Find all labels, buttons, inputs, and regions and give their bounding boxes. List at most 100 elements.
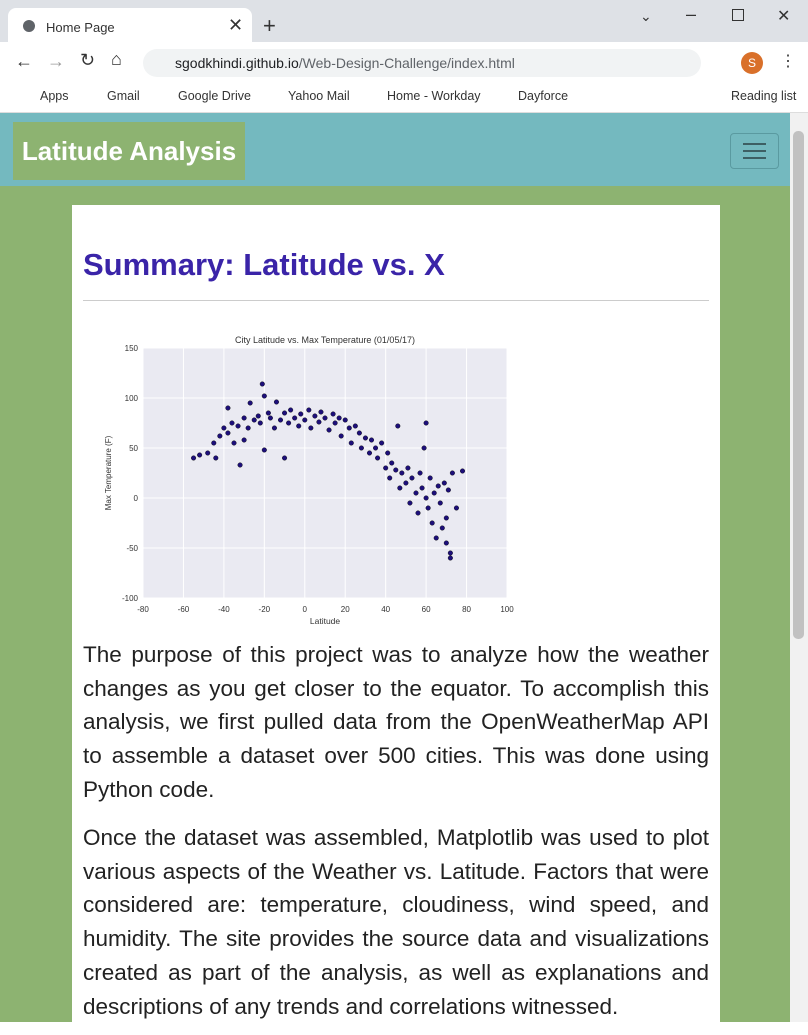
menu[interactable]: ⋮	[780, 53, 796, 70]
point	[211, 440, 217, 446]
reading-list[interactable]: Reading list	[731, 89, 797, 103]
point	[247, 400, 253, 406]
divider	[83, 300, 709, 301]
point	[308, 425, 314, 431]
point	[288, 407, 294, 413]
x-tick-label: 0	[303, 605, 308, 614]
navbar: Latitude Analysis	[0, 113, 790, 186]
point	[460, 468, 466, 474]
point	[225, 430, 231, 436]
paragraph: The purpose of this project was to analy…	[83, 642, 709, 802]
x-tick-label: -80	[137, 605, 149, 614]
point	[379, 440, 385, 446]
forward[interactable]: →	[47, 51, 65, 71]
y-tick-label: 0	[134, 494, 139, 503]
point	[298, 411, 304, 417]
point	[251, 417, 257, 423]
point	[278, 417, 284, 423]
point	[417, 470, 423, 476]
point	[443, 540, 449, 546]
point	[330, 411, 336, 417]
x-axis-label: Latitude	[310, 616, 341, 626]
bookmark[interactable]: Apps	[40, 89, 69, 103]
point	[217, 433, 223, 439]
point	[346, 425, 352, 431]
bookmark[interactable]: Yahoo Mail	[288, 89, 350, 103]
point	[358, 445, 364, 451]
hamburger-icon	[743, 143, 766, 159]
maximize[interactable]	[732, 9, 744, 21]
point	[235, 423, 241, 429]
x-tick-label: -60	[178, 605, 190, 614]
point	[447, 550, 453, 556]
x-tick-label: 60	[422, 605, 431, 614]
bookmarks-bar: Apps Gmail Google Drive Yahoo Mail Home …	[0, 82, 808, 113]
point	[397, 485, 403, 491]
point	[433, 535, 439, 541]
content-card: Summary: Latitude vs. X City Latitude vs…	[72, 205, 720, 1035]
x-tick-label: -20	[259, 605, 271, 614]
tab-search[interactable]: ⌄	[640, 8, 652, 24]
point	[407, 500, 413, 506]
new-tab[interactable]: +	[263, 13, 276, 38]
globe-icon	[23, 20, 35, 32]
reload[interactable]: ↻	[80, 50, 96, 70]
point	[261, 447, 267, 453]
point	[213, 455, 219, 461]
point	[348, 440, 354, 446]
point	[425, 505, 431, 511]
close-window[interactable]: ✕	[777, 8, 791, 25]
bookmark[interactable]: Google Drive	[178, 89, 251, 103]
point	[273, 399, 279, 405]
point	[302, 417, 308, 423]
url-domain: sgodkhindi.github.io	[175, 55, 299, 71]
point	[437, 500, 443, 506]
point	[205, 450, 211, 456]
point	[237, 462, 243, 468]
back[interactable]: ←	[15, 51, 33, 71]
point	[366, 450, 372, 456]
address-bar[interactable]: sgodkhindi.github.io/Web-Design-Challeng…	[143, 49, 701, 77]
scrollbar[interactable]	[790, 113, 808, 1022]
point	[312, 413, 318, 419]
point	[369, 437, 375, 443]
point	[191, 455, 197, 461]
point	[413, 490, 419, 496]
point	[318, 409, 324, 415]
point	[255, 413, 261, 419]
point	[399, 470, 405, 476]
point	[241, 437, 247, 443]
tab[interactable]: Home Page ✕	[8, 8, 252, 42]
point	[449, 470, 455, 476]
paragraph: Once the dataset was assembled, Matplotl…	[83, 825, 709, 1019]
point	[385, 450, 391, 456]
point	[356, 430, 362, 436]
minimize[interactable]: –	[686, 4, 697, 24]
point	[383, 465, 389, 471]
point	[389, 460, 395, 466]
y-tick-label: 150	[125, 344, 139, 353]
bookmark[interactable]: Gmail	[107, 89, 140, 103]
brand[interactable]: Latitude Analysis	[13, 122, 245, 180]
point	[393, 467, 399, 473]
menu-toggle[interactable]	[730, 133, 779, 169]
tab-close[interactable]: ✕	[228, 15, 244, 35]
point	[421, 445, 427, 451]
point	[423, 495, 429, 501]
point	[267, 415, 273, 421]
heading: Summary: Latitude vs. X	[83, 247, 445, 282]
point	[405, 465, 411, 471]
bookmark[interactable]: Home - Workday	[387, 89, 481, 103]
point	[447, 555, 453, 561]
point	[352, 423, 358, 429]
bookmark[interactable]: Dayforce	[518, 89, 569, 103]
scroll-thumb[interactable]	[793, 131, 804, 639]
home[interactable]: ⌂	[111, 49, 122, 69]
profile-avatar[interactable]: S	[741, 52, 763, 74]
point	[338, 433, 344, 439]
point	[373, 445, 379, 451]
point	[231, 440, 237, 446]
point	[453, 505, 459, 511]
point	[419, 485, 425, 491]
